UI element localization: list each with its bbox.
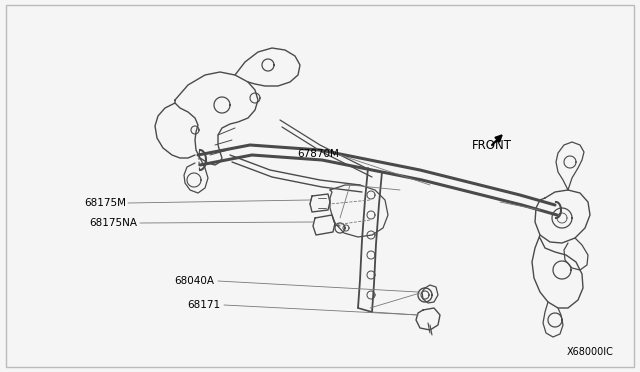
Text: 67870M: 67870M [298,150,339,159]
Text: X68000IC: X68000IC [566,347,613,357]
Text: 68040A: 68040A [174,276,214,286]
Text: FRONT: FRONT [472,139,512,151]
Text: 68175M: 68175M [84,198,127,208]
Text: 68175NA: 68175NA [90,218,138,228]
Text: 68171: 68171 [188,300,221,310]
